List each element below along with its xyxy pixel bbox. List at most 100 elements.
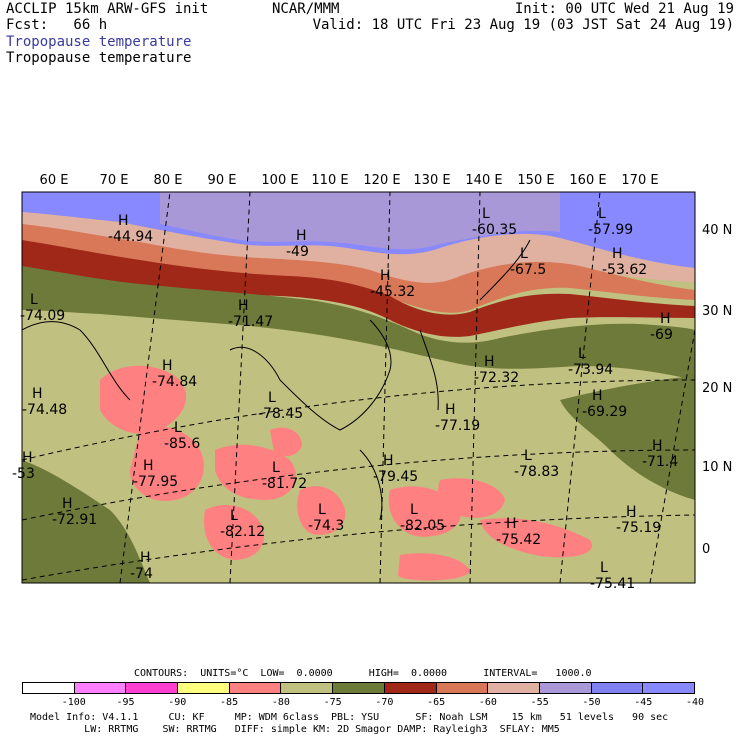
hl-value: -45.32 bbox=[370, 284, 415, 300]
hl-value: -75.41 bbox=[590, 576, 635, 592]
hl-value: -72.32 bbox=[474, 370, 519, 386]
hl-letter: L bbox=[230, 508, 238, 524]
legend-swatch bbox=[436, 683, 489, 693]
legend-label: -85 bbox=[220, 697, 239, 708]
hl-value: -60.35 bbox=[472, 222, 517, 238]
legend-label: -40 bbox=[685, 697, 705, 708]
hl-marker: H-53 bbox=[12, 450, 35, 482]
hl-marker: H-53.62 bbox=[602, 246, 647, 278]
hl-value: -75.42 bbox=[496, 532, 541, 548]
latitude-label: 10 N bbox=[702, 460, 732, 475]
hl-letter: H bbox=[62, 496, 73, 512]
hl-letter: H bbox=[383, 453, 394, 469]
hl-letter: H bbox=[140, 550, 151, 566]
hl-letter: L bbox=[482, 206, 490, 222]
longitude-label: 90 E bbox=[208, 173, 237, 188]
hl-value: -71.47 bbox=[228, 314, 273, 330]
color-legend-bar bbox=[22, 682, 695, 694]
header-right: Init: 00 UTC Wed 21 Aug 19 Valid: 18 UTC… bbox=[313, 1, 734, 33]
high-low-markers: H-44.94 H-49H-45.32L-60.35L-57.99L-67.5H-… bbox=[12, 206, 678, 592]
hl-letter: H bbox=[484, 354, 495, 370]
hl-marker: L-78.83 bbox=[514, 448, 559, 480]
legend-label: -75 bbox=[323, 697, 342, 708]
hl-value: -73.94 bbox=[568, 362, 613, 378]
legend-label: -45 bbox=[634, 697, 653, 708]
hl-marker: H-45.32 bbox=[370, 268, 415, 300]
legend-label: -60 bbox=[478, 697, 497, 708]
longitude-label: 60 E bbox=[40, 173, 69, 188]
hl-value: -79.45 bbox=[373, 469, 418, 485]
hl-marker: L-74.09 bbox=[20, 292, 65, 324]
legend-swatch bbox=[229, 683, 282, 693]
hl-letter: H bbox=[238, 298, 249, 314]
hl-value: -57.99 bbox=[588, 222, 633, 238]
hl-letter: H bbox=[660, 311, 671, 327]
subtitle-1: Tropopause temperature bbox=[6, 34, 192, 50]
longitude-labels: 60 E 70 E 80 E 90 E 100 E 110 E 120 E 130 E 140 … bbox=[40, 173, 659, 188]
hl-marker: L-78.45 bbox=[258, 390, 303, 422]
legend-swatch bbox=[281, 683, 334, 693]
init-time: Init: 00 UTC Wed 21 Aug 19 bbox=[514, 1, 734, 17]
hl-letter: L bbox=[272, 460, 280, 476]
hl-letter: L bbox=[520, 246, 528, 262]
hl-letter: L bbox=[410, 502, 418, 518]
legend-swatch bbox=[488, 683, 540, 693]
hl-value: -74.84 bbox=[152, 374, 197, 390]
hl-value: -81.72 bbox=[262, 476, 307, 492]
legend-swatch bbox=[539, 683, 592, 693]
legend-swatch bbox=[333, 683, 385, 693]
hl-value: -67.5 bbox=[510, 262, 546, 278]
legend-swatch bbox=[126, 683, 179, 693]
hl-letter: H bbox=[118, 213, 129, 229]
hl-value: -75.19 bbox=[616, 520, 661, 536]
hl-letter: H bbox=[380, 268, 391, 284]
legend-swatch bbox=[23, 683, 75, 693]
hl-value: -82.12 bbox=[220, 524, 265, 540]
model-info-line2: LW: RRTMG SW: RRTMG DIFF: simple KM: 2D … bbox=[30, 724, 560, 735]
model-info-line1: Model Info: V4.1.1 CU: KF MP: WDM 6class… bbox=[30, 712, 669, 723]
hl-marker: L-75.41 bbox=[590, 560, 635, 592]
legend-label: -70 bbox=[375, 697, 394, 708]
hl-marker: H-74.48 bbox=[22, 386, 67, 418]
hl-value: -72.91 bbox=[52, 512, 97, 528]
color-legend-labels: -100 -95 -90 -85 -80 -75 -70 -65 -60 -55 -50 -45 -40… bbox=[0, 697, 740, 709]
header-left: ACCLIP 15km ARW-GFS init Fcst: 66 h bbox=[6, 1, 208, 33]
map-frame bbox=[21, 191, 696, 584]
hl-value: -74.09 bbox=[20, 308, 65, 324]
legend-swatch bbox=[643, 683, 694, 693]
latitude-label: 40 N bbox=[702, 223, 732, 238]
hl-value: -53 bbox=[12, 466, 35, 482]
hl-marker: L-60.35 bbox=[472, 206, 517, 238]
hl-marker: H-77.19 bbox=[435, 402, 480, 434]
hl-value: -78.45 bbox=[258, 406, 303, 422]
hl-value: -74.3 bbox=[308, 518, 344, 534]
hl-letter: L bbox=[524, 448, 532, 464]
hl-value: -77.95 bbox=[133, 474, 178, 490]
hl-value: -53.62 bbox=[602, 262, 647, 278]
hl-letter: H bbox=[162, 358, 173, 374]
hl-marker: H-79.45 bbox=[373, 453, 418, 485]
legend-swatch bbox=[74, 683, 127, 693]
hl-marker: L-57.99 bbox=[588, 206, 633, 238]
longitude-label: 80 E bbox=[154, 173, 183, 188]
hl-letter: H bbox=[612, 246, 623, 262]
hl-marker: L-67.5 bbox=[510, 246, 546, 278]
latitude-label: 0 bbox=[702, 542, 710, 557]
hl-marker: H-74 bbox=[130, 550, 153, 582]
hl-marker: H-49 bbox=[286, 228, 309, 260]
longitude-label: 150 E bbox=[517, 173, 554, 188]
temperature-field bbox=[22, 192, 695, 583]
hl-marker: L-85.6 bbox=[164, 420, 200, 452]
hl-value: -69 bbox=[650, 327, 673, 343]
hl-letter: H bbox=[22, 450, 33, 466]
longitude-label: 100 E bbox=[261, 173, 298, 188]
hl-value: -82.05 bbox=[400, 518, 445, 534]
legend-label: -100 bbox=[61, 697, 86, 708]
hl-value: -85.6 bbox=[164, 436, 200, 452]
hl-marker: H-72.91 bbox=[52, 496, 97, 528]
hl-marker: H-72.32 bbox=[474, 354, 519, 386]
latitude-labels: 40 N 30 N 20 N 10 N 0 bbox=[702, 223, 732, 557]
hl-value: -77.19 bbox=[435, 418, 480, 434]
legend-swatch bbox=[178, 683, 230, 693]
hl-marker: H-75.42 bbox=[496, 516, 541, 548]
